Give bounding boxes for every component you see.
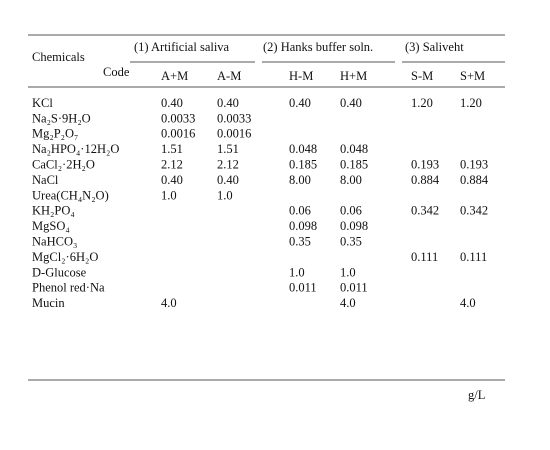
cell-value: 0.35 xyxy=(340,234,362,248)
cell-value: 1.0 xyxy=(289,265,305,279)
cell-value: 1.0 xyxy=(340,265,356,279)
cell-value: 0.0033 xyxy=(161,111,195,125)
code-header: S+M xyxy=(460,69,485,83)
cell-value: 0.06 xyxy=(289,204,311,218)
cell-value: 0.40 xyxy=(217,173,239,187)
cell-value: 0.048 xyxy=(289,142,317,156)
cell-value: 1.51 xyxy=(161,142,183,156)
cell-value: 0.185 xyxy=(289,157,317,171)
group-header: (2) Hanks buffer soln. xyxy=(263,40,373,54)
cell-value: 2.12 xyxy=(161,157,183,171)
cell-value: 0.098 xyxy=(289,219,317,233)
code-header: H-M xyxy=(289,69,313,83)
cell-value: 8.00 xyxy=(340,173,362,187)
cell-value: 0.884 xyxy=(460,173,489,187)
cell-value: 0.342 xyxy=(460,204,488,218)
cell-value: 0.185 xyxy=(340,157,368,171)
cell-value: 1.20 xyxy=(411,96,433,110)
cell-value: 0.193 xyxy=(460,157,488,171)
unit: g/L xyxy=(468,388,485,402)
cell-value: 1.20 xyxy=(460,96,482,110)
cell-value: 1.0 xyxy=(161,188,177,202)
cell-value: 0.011 xyxy=(340,281,368,295)
group-header: (1) Artificial saliva xyxy=(134,40,230,54)
code-header: A+M xyxy=(161,69,188,83)
cell-value: 0.011 xyxy=(289,281,317,295)
chemical-name: MgSO₄ xyxy=(32,219,70,233)
cell-value: 2.12 xyxy=(217,157,239,171)
cell-value: 0.111 xyxy=(411,250,438,264)
cell-value: 0.193 xyxy=(411,157,439,171)
code-header: H+M xyxy=(340,69,367,83)
chemical-name: CaCl₂·2H₂O xyxy=(32,157,95,171)
cell-value: 1.51 xyxy=(217,142,239,156)
cell-value: 0.35 xyxy=(289,234,311,248)
chemical-name: Phenol red·Na xyxy=(32,281,105,295)
chemical-name: NaCl xyxy=(32,173,59,187)
cell-value: 0.0033 xyxy=(217,111,251,125)
header-code: Code xyxy=(103,65,130,79)
cell-value: 0.342 xyxy=(411,204,439,218)
cell-value: 0.40 xyxy=(161,96,183,110)
group-header: (3) Saliveht xyxy=(405,40,464,54)
cell-value: 8.00 xyxy=(289,173,311,187)
cell-value: 1.0 xyxy=(217,188,233,202)
chemical-name: KH₂PO₄ xyxy=(32,204,75,218)
cell-value: 0.40 xyxy=(289,96,311,110)
cell-value: 0.048 xyxy=(340,142,368,156)
chemical-name: D-Glucose xyxy=(32,265,87,279)
cell-value: 4.0 xyxy=(460,296,476,310)
chemical-name: Mucin xyxy=(32,296,65,310)
cell-value: 0.40 xyxy=(161,173,183,187)
cell-value: 0.06 xyxy=(340,204,362,218)
code-header: S-M xyxy=(411,69,433,83)
cell-value: 0.40 xyxy=(340,96,362,110)
cell-value: 4.0 xyxy=(340,296,356,310)
chemical-name: KCl xyxy=(32,96,53,110)
cell-value: 0.0016 xyxy=(217,127,251,141)
cell-value: 0.40 xyxy=(217,96,239,110)
cell-value: 0.884 xyxy=(411,173,440,187)
cell-value: 0.098 xyxy=(340,219,368,233)
header-chemicals: Chemicals xyxy=(32,50,85,64)
cell-value: 0.111 xyxy=(460,250,487,264)
chemical-name: Na₂S·9H₂O xyxy=(32,111,91,125)
chemical-name: Urea(CH₄N₂O) xyxy=(32,188,109,202)
cell-value: 0.0016 xyxy=(161,127,195,141)
chemical-name: MgCl₂·6H₂O xyxy=(32,250,98,264)
chemical-name: Mg₂P₂O₇ xyxy=(32,127,78,141)
chemical-name: NaHCO₃ xyxy=(32,234,77,248)
cell-value: 4.0 xyxy=(161,296,177,310)
code-header: A-M xyxy=(217,69,241,83)
chemical-name: Na₂HPO₄·12H₂O xyxy=(32,142,119,156)
